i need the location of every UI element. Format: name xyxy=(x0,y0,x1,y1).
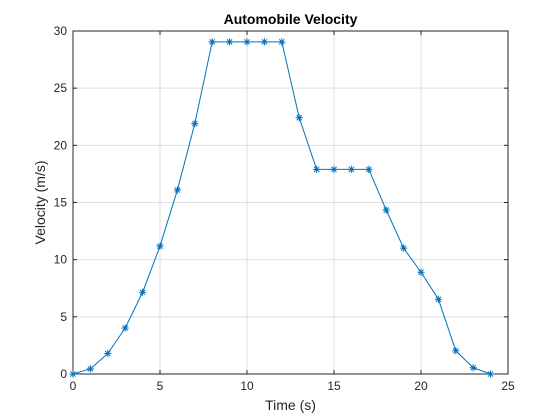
data-point-marker xyxy=(243,38,251,46)
data-point-marker xyxy=(295,114,303,122)
y-tick-label: 15 xyxy=(54,196,68,210)
chart-title: Automobile Velocity xyxy=(224,11,358,27)
data-point-marker xyxy=(156,242,164,250)
y-tick-label: 5 xyxy=(60,310,67,324)
data-point-marker xyxy=(347,165,355,173)
x-tick-label: 5 xyxy=(157,379,164,393)
y-axis-label: Velocity (m/s) xyxy=(32,160,48,244)
data-point-marker xyxy=(121,324,129,332)
x-tick-label: 20 xyxy=(414,379,428,393)
x-axis-label: Time (s) xyxy=(265,397,316,413)
data-point-marker xyxy=(313,165,321,173)
x-tick-label: 25 xyxy=(501,379,515,393)
y-tick-label: 10 xyxy=(54,253,68,267)
data-point-marker xyxy=(226,38,234,46)
data-point-marker xyxy=(139,288,147,296)
data-point-marker xyxy=(86,365,94,373)
data-point-marker xyxy=(417,268,425,276)
y-tick-label: 0 xyxy=(60,367,67,381)
data-point-marker xyxy=(104,349,112,358)
x-tick-label: 15 xyxy=(327,379,341,393)
data-point-marker xyxy=(365,165,373,173)
series-line xyxy=(72,41,491,375)
data-point-marker xyxy=(469,364,477,372)
series xyxy=(69,38,495,378)
data-point-marker xyxy=(434,295,442,303)
data-point-marker xyxy=(330,165,338,173)
data-point-marker xyxy=(487,370,495,378)
data-point-marker xyxy=(278,38,286,46)
data-point-marker xyxy=(452,347,460,355)
x-tick-label: 10 xyxy=(240,379,254,393)
data-point-marker xyxy=(382,206,390,214)
data-point-marker xyxy=(191,120,199,128)
data-point-marker xyxy=(69,370,77,378)
grid xyxy=(72,30,509,375)
y-tick-label: 20 xyxy=(54,138,68,152)
x-tick-label: 0 xyxy=(70,379,77,393)
data-point-marker xyxy=(208,38,216,46)
y-tick-label: 25 xyxy=(54,81,68,95)
data-point-marker xyxy=(173,186,181,194)
data-point-marker xyxy=(260,38,268,46)
data-point-marker xyxy=(400,244,408,252)
y-tick-label: 30 xyxy=(54,24,68,38)
ticks: 0 5 10 15 20 25 0 5 10 15 20 25 30 xyxy=(54,24,515,393)
